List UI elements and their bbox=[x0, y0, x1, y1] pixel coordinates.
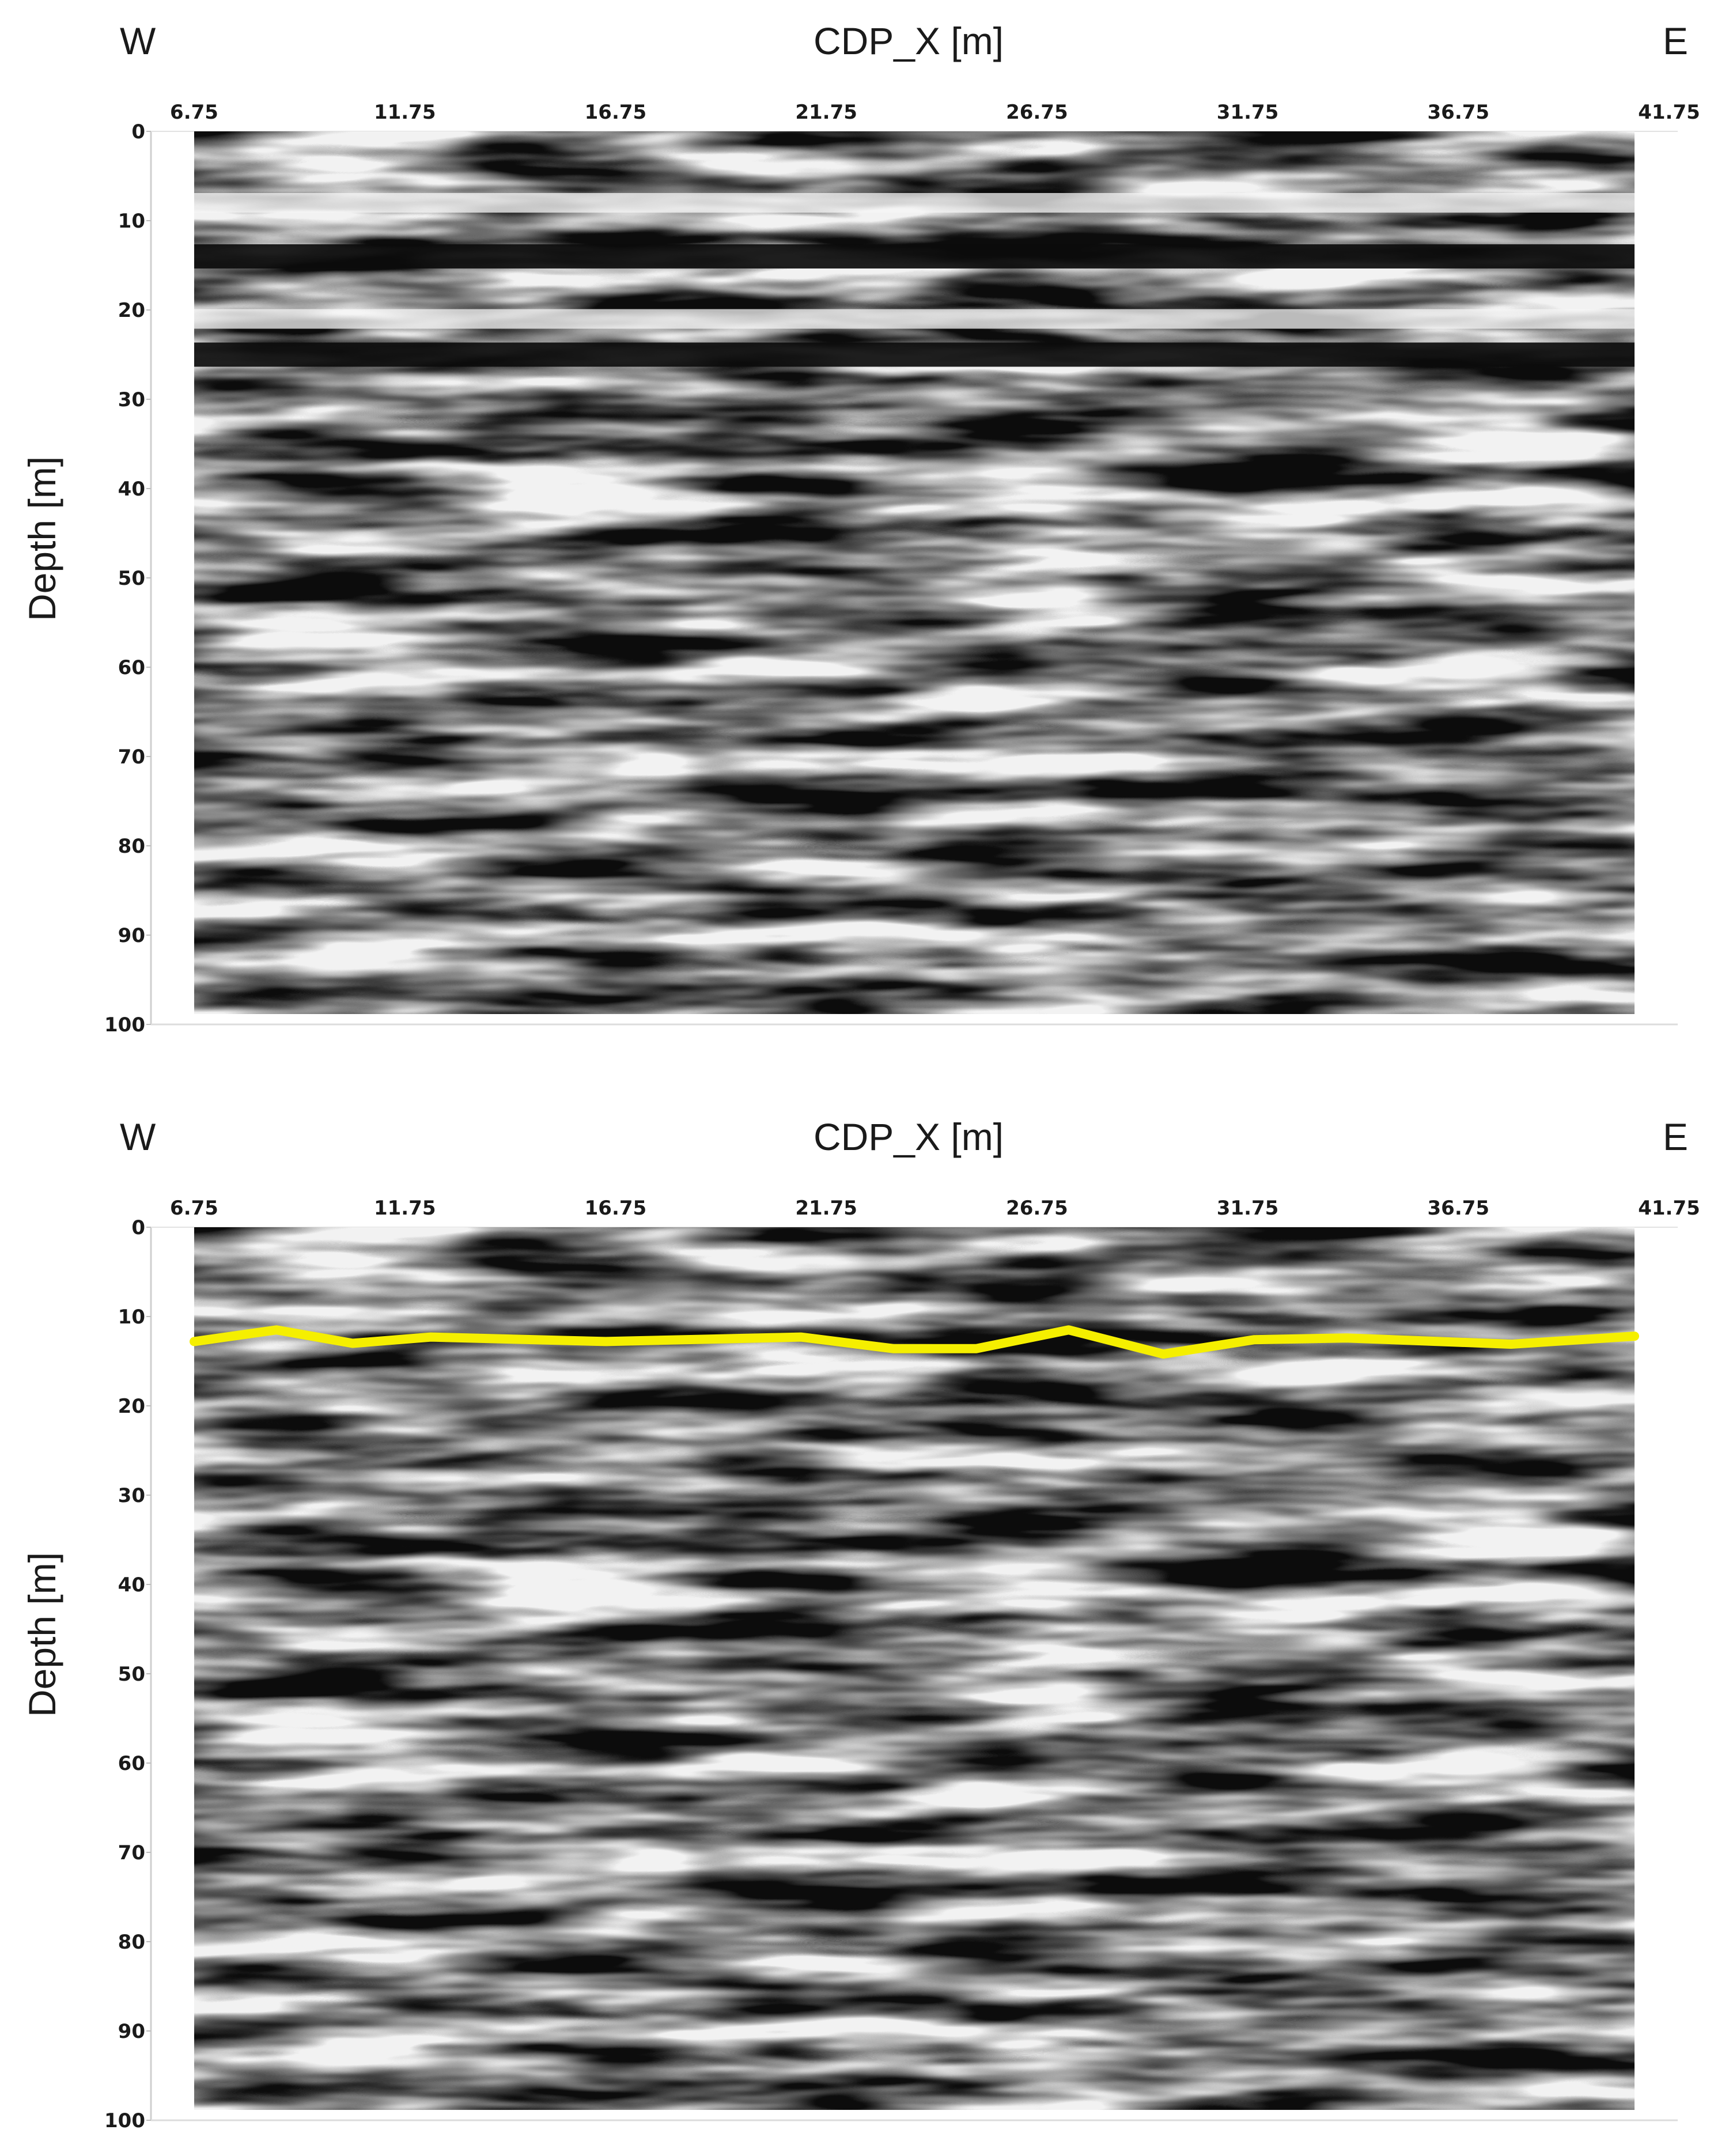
y-tick-label: 10 bbox=[118, 1306, 145, 1329]
x-tick-label: 36.75 bbox=[1428, 101, 1490, 124]
reflector-band bbox=[194, 342, 1635, 367]
x-tick-label: 31.75 bbox=[1217, 101, 1279, 124]
y-tick-label: 100 bbox=[104, 1013, 145, 1037]
y-tick-label: 40 bbox=[118, 1573, 145, 1597]
x-tick-label: 41.75 bbox=[1638, 101, 1700, 124]
x-tick-label: 41.75 bbox=[1638, 1197, 1700, 1220]
y-tick-label: 60 bbox=[118, 1752, 145, 1775]
picked-horizon-line bbox=[190, 1325, 1639, 1359]
x-tick-label: 26.75 bbox=[1006, 101, 1068, 124]
y-tick-label: 80 bbox=[118, 1931, 145, 1954]
east-label: E bbox=[1663, 1115, 1688, 1158]
reflector-band bbox=[194, 244, 1635, 268]
x-tick-label: 26.75 bbox=[1006, 1197, 1068, 1220]
x-tick-label: 36.75 bbox=[1428, 1197, 1490, 1220]
y-tick-label: 20 bbox=[118, 299, 145, 322]
y-tick-label: 10 bbox=[118, 210, 145, 233]
x-axis-title: CDP_X [m] bbox=[814, 20, 1004, 62]
y-tick-label: 0 bbox=[131, 1216, 145, 1239]
west-label: W bbox=[120, 20, 156, 62]
gpr-section-top: W CDP_X [m] E Depth [m] 6.75 11.75 16.75 21… bbox=[0, 0, 1710, 1060]
x-ticks: 6.75 11.75 16.75 21.75 26.75 31.75 36.75 41.75 bbox=[170, 101, 1700, 124]
chart-top: W CDP_X [m] E Depth [m] 6.75 11.75 16.75 21… bbox=[21, 20, 1700, 1037]
y-tick-label: 90 bbox=[118, 2020, 145, 2043]
y-tick-label: 20 bbox=[118, 1395, 145, 1418]
y-tick-label: 60 bbox=[118, 656, 145, 679]
x-tick-label: 31.75 bbox=[1217, 1197, 1279, 1220]
y-tick-label: 80 bbox=[118, 835, 145, 858]
y-axis-title: Depth [m] bbox=[21, 1552, 63, 1717]
y-tick-label: 40 bbox=[118, 478, 145, 501]
x-tick-label: 6.75 bbox=[170, 1197, 218, 1220]
y-tick-label: 30 bbox=[118, 1484, 145, 1507]
plot-area bbox=[150, 131, 1678, 1026]
y-tick-label: 90 bbox=[118, 924, 145, 947]
y-axis-title: Depth [m] bbox=[21, 456, 63, 621]
y-tick-label: 0 bbox=[131, 120, 145, 143]
x-tick-label: 21.75 bbox=[795, 1197, 857, 1220]
reflector-band bbox=[194, 309, 1635, 329]
x-tick-label: 11.75 bbox=[374, 101, 436, 124]
x-tick-label: 16.75 bbox=[585, 1197, 647, 1220]
y-ticks: 0 10 20 30 40 50 60 70 80 90 100 bbox=[104, 1216, 151, 2132]
radargram-texture bbox=[194, 131, 1635, 1014]
horizon-layer bbox=[190, 1325, 1639, 1359]
y-tick-label: 70 bbox=[118, 1841, 145, 1864]
y-tick-label: 100 bbox=[104, 2109, 145, 2132]
y-tick-label: 70 bbox=[118, 746, 145, 769]
y-tick-label: 30 bbox=[118, 388, 145, 411]
east-label: E bbox=[1663, 20, 1688, 62]
y-ticks: 0 10 20 30 40 50 60 70 80 90 100 bbox=[104, 120, 151, 1037]
x-tick-label: 21.75 bbox=[795, 101, 857, 124]
gpr-section-bottom: W CDP_X [m] E Depth [m] 6.75 11.75 16.75 21… bbox=[0, 1096, 1710, 2156]
x-ticks: 6.75 11.75 16.75 21.75 26.75 31.75 36.75 41.75 bbox=[170, 1197, 1700, 1220]
x-tick-label: 16.75 bbox=[585, 101, 647, 124]
x-axis-title: CDP_X [m] bbox=[814, 1115, 1004, 1158]
x-tick-label: 6.75 bbox=[170, 101, 218, 124]
chart-bottom: W CDP_X [m] E Depth [m] 6.75 11.75 16.75 21… bbox=[21, 1115, 1700, 2132]
radargram-texture bbox=[194, 1227, 1635, 2110]
x-tick-label: 11.75 bbox=[374, 1197, 436, 1220]
plot-area bbox=[150, 1227, 1678, 2121]
reflector-band bbox=[194, 193, 1635, 213]
y-tick-label: 50 bbox=[118, 567, 145, 590]
west-label: W bbox=[120, 1115, 156, 1158]
y-tick-label: 50 bbox=[118, 1663, 145, 1686]
